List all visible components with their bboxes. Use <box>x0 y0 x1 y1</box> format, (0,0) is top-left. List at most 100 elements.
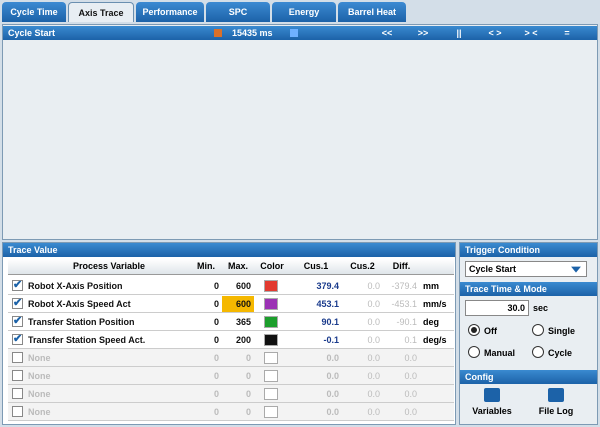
color-swatch <box>264 316 278 328</box>
max: 0 <box>245 407 251 417</box>
diff: 0.0 <box>404 407 417 417</box>
radio[interactable] <box>468 346 480 358</box>
max: 0 <box>245 389 251 399</box>
cus2: 0.0 <box>367 407 380 417</box>
cus2: 0.0 <box>367 299 380 309</box>
color-swatch <box>264 334 278 346</box>
min: 0 <box>213 317 219 327</box>
max: 600 <box>235 281 251 291</box>
checkbox[interactable]: ✔ <box>12 333 23 345</box>
checkbox[interactable] <box>12 406 23 417</box>
table-row <box>8 367 454 385</box>
min: 0 <box>213 407 219 417</box>
table-row <box>8 385 454 403</box>
time-input[interactable]: 30.0 <box>465 300 529 316</box>
time-unit: sec <box>533 303 549 313</box>
table-row <box>8 403 454 421</box>
column-header: Cus.2 <box>350 261 375 271</box>
cus1: 0.0 <box>326 407 339 417</box>
toolbar-button[interactable]: >> <box>417 28 429 38</box>
toolbar-button[interactable]: > < <box>524 28 538 38</box>
button-label[interactable]: File Log <box>538 406 574 416</box>
diff: 0.1 <box>404 335 417 345</box>
checkbox[interactable] <box>12 352 23 363</box>
toolbar-button[interactable]: || <box>456 28 462 38</box>
cus1: 453.1 <box>316 299 339 309</box>
max: 600 <box>222 296 254 312</box>
diff: -90.1 <box>396 317 417 327</box>
table-row <box>8 277 454 295</box>
section-title: Trace Time & Mode <box>460 282 597 296</box>
icon <box>290 29 298 37</box>
variable-name: None <box>28 407 51 417</box>
checkbox[interactable]: ✔ <box>12 297 23 309</box>
checkbox[interactable]: ✔ <box>12 315 23 327</box>
button-icon[interactable] <box>548 388 564 402</box>
dropdown[interactable]: Cycle Start <box>465 261 587 277</box>
tab[interactable]: Performance <box>136 2 204 22</box>
radio-label: Off <box>484 326 497 336</box>
cus1: 90.1 <box>321 317 339 327</box>
diff: 0.0 <box>404 353 417 363</box>
diff: 0.0 <box>404 371 417 381</box>
toolbar-button[interactable]: << <box>381 28 393 38</box>
toolbar-button[interactable]: < > <box>488 28 502 38</box>
table-header <box>8 259 454 275</box>
cus2: 0.0 <box>367 353 380 363</box>
min: 0 <box>213 299 219 309</box>
tab[interactable]: Axis Trace <box>68 2 134 22</box>
color-swatch <box>264 388 278 400</box>
cus1: 0.0 <box>326 389 339 399</box>
cus1: 379.4 <box>316 281 339 291</box>
chart-title: Cycle Start <box>3 26 597 40</box>
max: 200 <box>235 335 251 345</box>
tab[interactable]: SPC <box>206 2 270 22</box>
max: 0 <box>245 353 251 363</box>
toolbar-button[interactable]: = <box>564 28 570 38</box>
min: 0 <box>213 371 219 381</box>
checkbox[interactable] <box>12 370 23 381</box>
button-label[interactable]: Variables <box>472 406 512 416</box>
table-row <box>8 313 454 331</box>
column-header: Process Variable <box>72 261 146 271</box>
variable-name: Robot X-Axis Position <box>28 281 123 291</box>
color-swatch <box>264 280 278 292</box>
column-header: Min. <box>197 261 215 271</box>
panel <box>2 24 598 240</box>
column-header: Max. <box>227 261 248 271</box>
color-swatch <box>264 370 278 382</box>
column-header: Cus.1 <box>303 261 329 271</box>
color-swatch <box>264 352 278 364</box>
variable-name: None <box>28 371 51 381</box>
variable-name: Transfer Station Position <box>28 317 135 327</box>
tab[interactable]: Energy <box>272 2 336 22</box>
variable-name: Robot X-Axis Speed Act <box>28 299 131 309</box>
cus2: 0.0 <box>367 317 380 327</box>
variable-name: None <box>28 353 51 363</box>
diff: -453.1 <box>391 299 417 309</box>
radio[interactable] <box>532 346 544 358</box>
cus2: 0.0 <box>367 389 380 399</box>
radio-label: Cycle <box>548 348 573 358</box>
max: 365 <box>235 317 251 327</box>
tab[interactable]: Cycle Time <box>2 2 66 22</box>
max: 0 <box>245 371 251 381</box>
button-icon[interactable] <box>484 388 500 402</box>
cus2: 0.0 <box>367 335 380 345</box>
checkbox[interactable]: ✔ <box>12 279 23 291</box>
min: 0 <box>213 389 219 399</box>
checkbox[interactable] <box>12 388 23 399</box>
dropdown-arrow <box>571 266 581 273</box>
min: 0 <box>213 281 219 291</box>
diff: -379.4 <box>391 281 417 291</box>
radio[interactable] <box>532 324 544 336</box>
tab[interactable]: Barrel Heat <box>338 2 406 22</box>
cus1: -0.1 <box>323 335 339 345</box>
color-swatch <box>264 298 278 310</box>
cursor-label: 15435 ms <box>232 28 273 38</box>
cus1: 0.0 <box>326 353 339 363</box>
table-row <box>8 331 454 349</box>
unit: deg/s <box>423 335 447 345</box>
radio-label: Manual <box>484 348 516 358</box>
